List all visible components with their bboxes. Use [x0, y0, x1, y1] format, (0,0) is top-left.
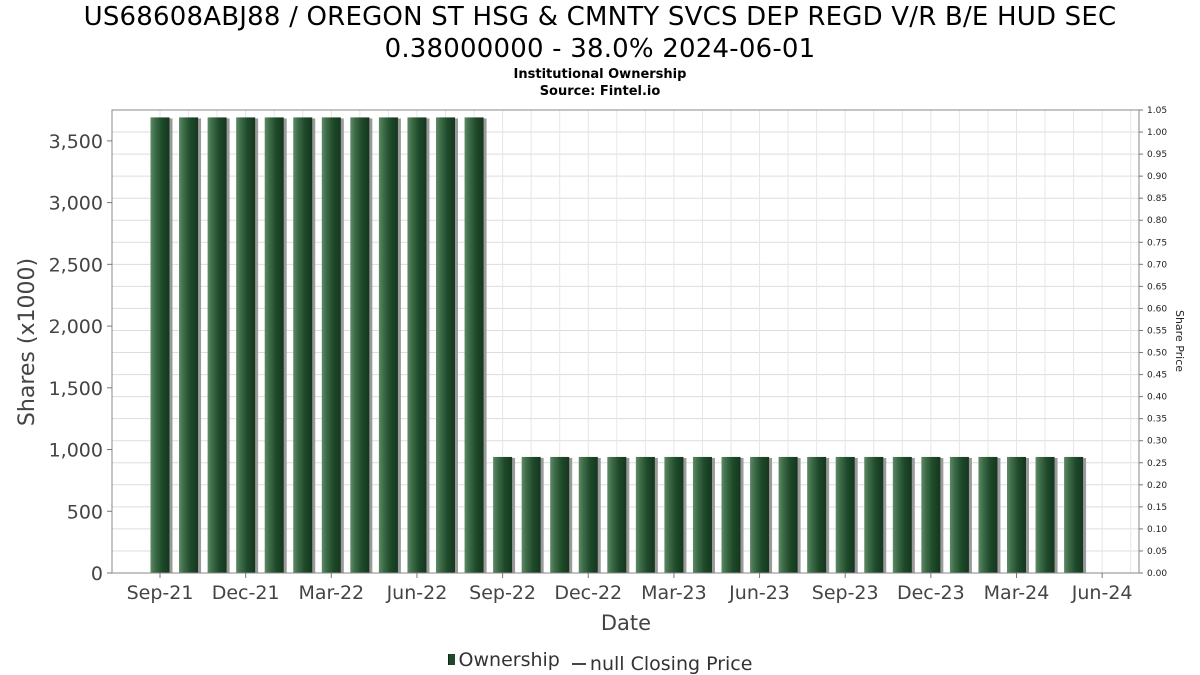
x-tick-label: Dec-23 [897, 582, 965, 604]
bar [692, 456, 712, 573]
bar [1064, 456, 1084, 573]
y-tick-label: 1,000 [49, 440, 103, 462]
y2-tick-label: 0.70 [1147, 260, 1167, 270]
y2-tick-label: 0.85 [1147, 194, 1167, 204]
y2-tick-label: 1.00 [1147, 128, 1167, 138]
bar [150, 117, 170, 574]
x-tick-label: Sep-21 [127, 582, 194, 604]
legend-ownership: Ownership [447, 648, 560, 671]
y-tick-label: 500 [67, 501, 103, 523]
bar [635, 456, 655, 573]
y2-tick-label: 1.05 [1147, 106, 1167, 116]
bar [578, 456, 598, 573]
bar [264, 117, 284, 574]
plot-border [111, 109, 1140, 574]
bar [607, 456, 627, 573]
x-tick-label: Sep-22 [469, 582, 536, 604]
y-tick-label: 3,000 [49, 193, 103, 215]
y2-tick-label: 0.20 [1147, 481, 1167, 491]
bar [778, 456, 798, 573]
bar [721, 456, 741, 573]
x-tick-label: Jun-24 [1071, 582, 1133, 604]
chart-title-line2: 0.38000000 - 38.0% 2024-06-01 [384, 34, 816, 64]
chart-title-line1: US68608ABJ88 / OREGON ST HSG & CMNTY SVC… [83, 2, 1117, 32]
bar [436, 117, 455, 574]
x-tick-label: Mar-23 [641, 582, 707, 604]
bar [1007, 456, 1026, 573]
y2-tick-label: 0.65 [1147, 282, 1167, 292]
x-tick-label: Dec-22 [554, 582, 622, 604]
bar [293, 117, 313, 574]
legend-line-swatch-icon [571, 663, 586, 665]
bar [493, 456, 513, 573]
y-axis-title: Shares (x1000) [15, 258, 40, 426]
bar [1035, 456, 1055, 573]
bar [949, 456, 969, 573]
bar [321, 117, 341, 574]
legend: Ownership null Closing Price [0, 648, 1200, 675]
legend-closing-price: null Closing Price [566, 653, 753, 675]
legend-ownership-label: Ownership [458, 648, 560, 671]
x-tick-label: Dec-21 [212, 582, 280, 604]
y2-tick-label: 0.75 [1147, 238, 1167, 248]
bar [464, 117, 484, 574]
bar [807, 456, 827, 573]
x-tick-label: Jun-23 [728, 582, 790, 604]
y2-tick-label: 0.95 [1147, 150, 1167, 160]
y2-tick-label: 0.90 [1147, 172, 1167, 182]
bar [179, 117, 199, 574]
y-tick-label: 3,500 [49, 131, 103, 153]
bar [978, 456, 998, 573]
legend-closing-price-label: null Closing Price [589, 653, 753, 675]
chart-subtitle: Institutional Ownership [513, 67, 687, 82]
bar [664, 456, 684, 573]
bar [550, 456, 570, 573]
bar [378, 117, 398, 574]
y2-tick-label: 0.55 [1147, 326, 1167, 336]
bar [835, 456, 855, 573]
bar [407, 117, 427, 574]
x-tick-label: Mar-24 [984, 582, 1050, 604]
y2-tick-label: 0.25 [1147, 459, 1167, 469]
x-tick-label: Sep-23 [812, 582, 879, 604]
y2-axis-title: Share Price [1173, 310, 1186, 372]
chart-source: Source: Fintel.io [539, 84, 661, 99]
y2-tick-label: 0.50 [1147, 349, 1167, 359]
bar [864, 456, 884, 573]
bar [350, 117, 370, 574]
bar [921, 456, 941, 573]
y2-tick-label: 0.30 [1147, 437, 1167, 447]
y2-tick-label: 0.00 [1147, 569, 1167, 579]
y2-tick-label: 0.15 [1147, 503, 1167, 513]
x-tick-label: Jun-22 [386, 582, 448, 604]
bar [750, 456, 770, 573]
y-tick-label: 0 [91, 563, 103, 585]
x-axis-title: Date [601, 611, 651, 635]
y2-tick-label: 0.45 [1147, 371, 1167, 381]
y2-tick-label: 0.35 [1147, 415, 1167, 425]
bar [892, 456, 912, 573]
y2-tick-label: 0.40 [1147, 393, 1167, 403]
bar [207, 117, 227, 574]
y2-tick-label: 0.10 [1147, 525, 1167, 535]
y-tick-label: 2,000 [49, 316, 103, 338]
y2-tick-label: 0.05 [1147, 547, 1167, 557]
ownership-chart: 0 500 1,000 1,500 2,000 2,500 3,000 3,500 0.00 0.… [15, 106, 1186, 635]
y2-tick-label: 0.80 [1147, 216, 1167, 226]
y-tick-label: 1,500 [49, 378, 103, 400]
bar [236, 117, 256, 574]
x-tick-label: Mar-22 [298, 582, 364, 604]
y-tick-label: 2,500 [49, 254, 103, 276]
bar [521, 456, 541, 573]
y2-tick-label: 0.60 [1147, 304, 1167, 314]
legend-bar-swatch-icon [447, 654, 455, 665]
